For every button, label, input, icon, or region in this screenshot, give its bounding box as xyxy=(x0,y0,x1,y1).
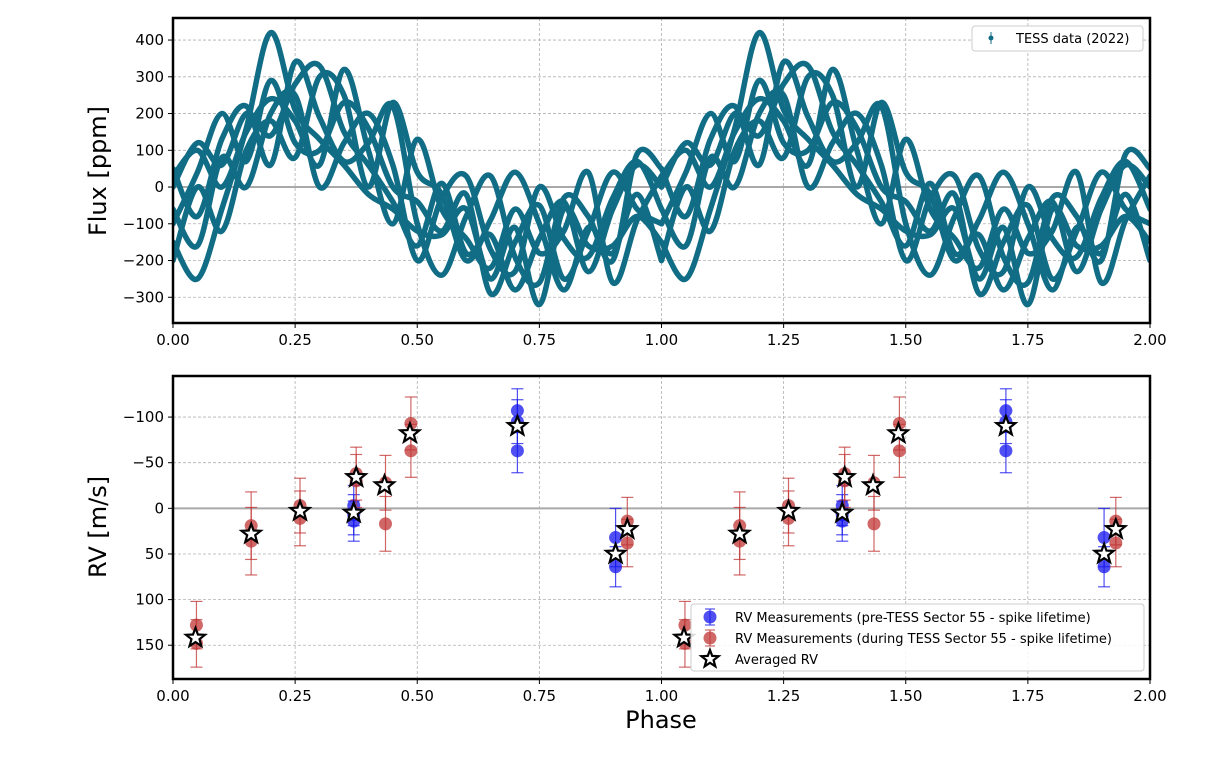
rv-point-pre-tess xyxy=(1097,560,1111,574)
rv-y-tick-label: 0 xyxy=(154,499,164,517)
rv-x-tick-label: 0.50 xyxy=(401,687,434,705)
legend-label-tess: TESS data (2022) xyxy=(1015,32,1129,47)
rv-legend: RV Measurements (pre-TESS Sector 55 - sp… xyxy=(690,603,1145,672)
rv-x-label: Phase xyxy=(625,706,697,734)
flux-x-tick-label: 2.00 xyxy=(1133,331,1166,349)
flux-series-line xyxy=(173,58,665,288)
rv-x-ticks: 0.00 0.25 0.50 0.75 1.00 1.25 1.50 1.75 2.00 xyxy=(156,679,1167,705)
flux-panel: 0.00 0.25 0.50 0.75 1.00 1.25 1.50 1.75 2.00 400… xyxy=(84,16,1167,349)
rv-point-averaged xyxy=(372,472,397,497)
rv-x-tick-label: 1.00 xyxy=(645,687,678,705)
flux-series-line xyxy=(658,69,1150,293)
flux-x-tick-label: 1.00 xyxy=(645,331,678,349)
flux-y-tick-label: 0 xyxy=(154,178,164,196)
rv-point-pre-tess xyxy=(609,560,623,574)
rv-point-averaged xyxy=(832,464,858,488)
flux-y-tick-label: 200 xyxy=(135,105,164,123)
flux-series-line xyxy=(173,69,665,293)
legend-marker-during-tess xyxy=(703,629,717,647)
rv-point-averaged xyxy=(1091,540,1117,565)
rv-point-averaged xyxy=(885,420,911,445)
rv-point-during-tess xyxy=(620,536,634,550)
rv-point-during-tess xyxy=(1109,536,1123,550)
rv-point-averaged xyxy=(1103,516,1129,540)
rv-x-tick-label: 0.00 xyxy=(156,687,189,705)
flux-y-label: Flux [ppm] xyxy=(84,106,112,236)
flux-series-line xyxy=(173,88,665,278)
flux-y-tick-label: −100 xyxy=(123,215,164,233)
flux-x-tick-label: 0.25 xyxy=(278,331,311,349)
rv-point-during-tess xyxy=(378,517,392,531)
rv-point-averaged xyxy=(829,499,855,524)
rv-y-tick-label: −100 xyxy=(123,408,164,426)
legend-label-pre-tess: RV Measurements (pre-TESS Sector 55 - sp… xyxy=(735,611,1091,626)
rv-x-tick-label: 1.50 xyxy=(889,687,922,705)
rv-x-tick-label: 0.25 xyxy=(278,687,311,705)
legend-marker-tess xyxy=(988,35,994,41)
rv-point-averaged xyxy=(727,520,753,545)
rv-point-averaged xyxy=(603,540,629,565)
legend-marker-averaged xyxy=(698,646,722,669)
rv-y-ticks: −100 −50 0 50 100 150 xyxy=(123,408,173,654)
rv-y-tick-label: 50 xyxy=(145,545,164,563)
rv-point-averaged xyxy=(993,413,1019,437)
flux-y-tick-label: −200 xyxy=(123,252,164,270)
rv-point-averaged xyxy=(341,499,367,524)
rv-point-averaged xyxy=(287,497,313,522)
rv-point-averaged xyxy=(504,413,530,437)
flux-series-group xyxy=(173,29,1150,308)
rv-point-averaged xyxy=(776,497,801,522)
rv-panel: 0.00 0.25 0.50 0.75 1.00 1.25 1.50 1.75 2.00 −10… xyxy=(84,374,1167,734)
flux-x-ticks: 0.00 0.25 0.50 0.75 1.00 1.25 1.50 1.75 2.00 xyxy=(156,323,1167,349)
flux-series-line xyxy=(658,58,1150,288)
rv-y-tick-label: 150 xyxy=(135,636,164,654)
flux-y-tick-label: 100 xyxy=(135,141,164,159)
rv-point-averaged xyxy=(183,624,208,649)
flux-legend: TESS data (2022) xyxy=(971,25,1144,52)
legend-label-averaged: Averaged RV xyxy=(735,653,818,668)
flux-series-line xyxy=(658,88,1150,278)
rv-point-averaged xyxy=(343,464,369,488)
flux-x-tick-label: 0.75 xyxy=(523,331,556,349)
flux-series-line xyxy=(173,66,665,287)
flux-x-tick-label: 0.50 xyxy=(401,331,434,349)
rv-point-pre-tess xyxy=(609,531,623,545)
rv-point-averaged xyxy=(397,420,423,445)
flux-x-tick-label: 0.00 xyxy=(156,331,189,349)
rv-legend-box xyxy=(690,603,1145,672)
flux-y-tick-label: 300 xyxy=(135,68,164,86)
flux-x-tick-label: 1.25 xyxy=(767,331,800,349)
rv-point-during-tess xyxy=(892,444,906,458)
legend-label-during-tess: RV Measurements (during TESS Sector 55 -… xyxy=(735,632,1112,647)
rv-point-averaged xyxy=(860,472,886,497)
rv-y-tick-label: −50 xyxy=(132,454,164,472)
rv-series-group xyxy=(183,388,1129,668)
rv-x-tick-label: 0.75 xyxy=(523,687,556,705)
flux-y-tick-label: 400 xyxy=(135,31,164,49)
flux-legend-box xyxy=(971,25,1144,52)
legend-marker-pre-tess xyxy=(703,608,717,626)
flux-series-line xyxy=(658,66,1150,287)
rv-point-pre-tess xyxy=(1097,531,1111,545)
flux-y-tick-label: −300 xyxy=(123,288,164,306)
rv-point-pre-tess xyxy=(999,444,1013,458)
rv-point-during-tess xyxy=(404,444,418,458)
rv-y-tick-label: 100 xyxy=(135,591,164,609)
rv-point-averaged xyxy=(614,516,640,540)
rv-x-tick-label: 1.75 xyxy=(1011,687,1044,705)
flux-y-ticks: 400 300 200 100 0 −100 −200 −300 xyxy=(123,31,173,306)
rv-x-tick-label: 1.25 xyxy=(767,687,800,705)
flux-x-tick-label: 1.50 xyxy=(889,331,922,349)
rv-point-during-tess xyxy=(867,517,881,531)
flux-x-tick-label: 1.75 xyxy=(1011,331,1044,349)
rv-x-tick-label: 2.00 xyxy=(1133,687,1166,705)
rv-y-label: RV [m/s] xyxy=(84,476,112,578)
rv-point-pre-tess xyxy=(510,444,524,458)
rv-point-averaged xyxy=(238,520,264,545)
